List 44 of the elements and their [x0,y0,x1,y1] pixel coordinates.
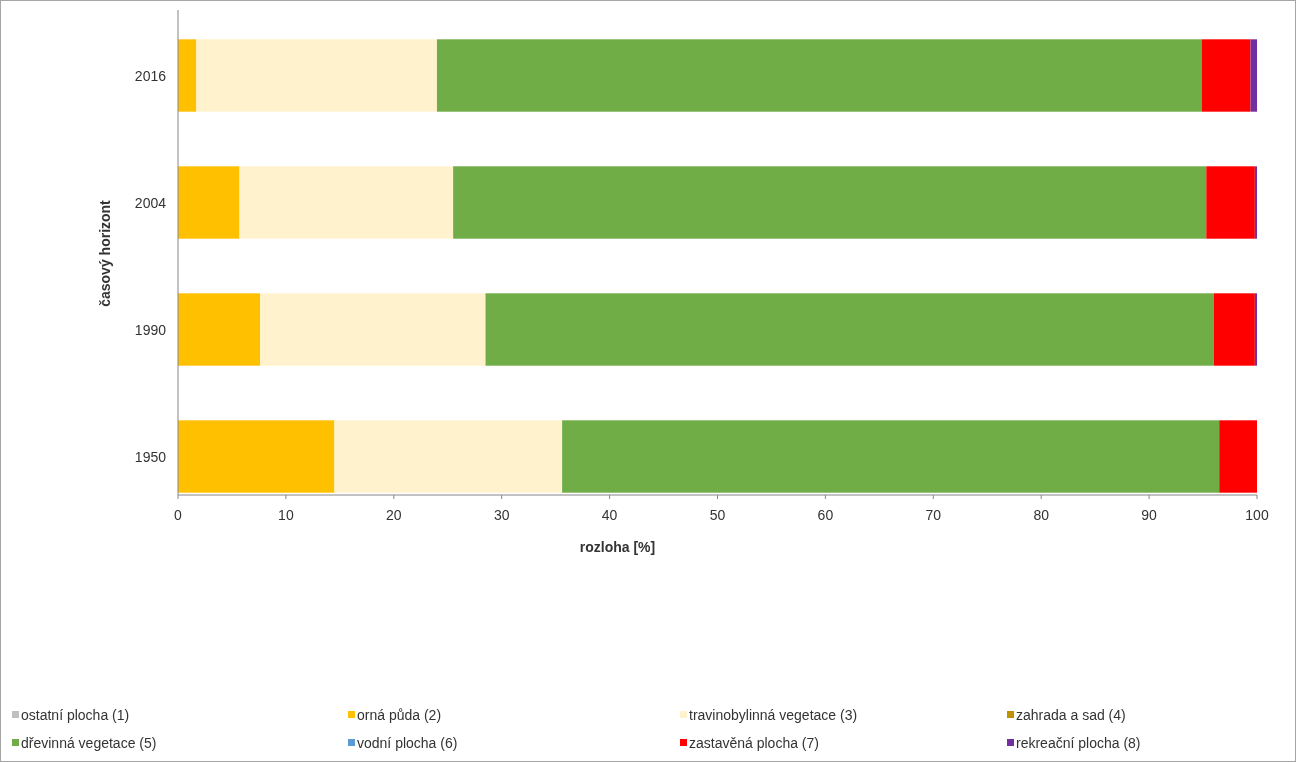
bar [1254,293,1257,366]
legend-label: rekreační plocha (8) [1016,735,1141,751]
legend-label: ostatní plocha (1) [21,707,130,723]
y-tick-label: 1990 [134,321,167,338]
x-tick-label: 50 [709,507,726,523]
bar [1213,293,1255,366]
x-tick-label: 30 [493,507,510,523]
x-tick-label: 0 [174,507,183,523]
bar [260,293,486,366]
bar [178,39,197,112]
x-axis-title: rozloha [%] [579,539,656,555]
bar [196,39,437,112]
legend-label: vodní plocha (6) [357,735,458,751]
x-tick-label: 90 [1141,507,1158,523]
bar [1201,39,1251,112]
legend-label: orná půda (2) [357,707,442,723]
x-tick-label: 20 [386,507,402,523]
bar [1254,166,1257,239]
bar [485,293,1214,366]
x-tick-label: 60 [817,507,834,523]
bar [1206,166,1255,239]
y-axis-title: časový horizont [97,199,113,307]
x-tick-label: 70 [925,507,942,523]
x-tick-label: 10 [278,507,294,523]
legend-label: travinobylinná vegetace (3) [689,707,858,723]
x-tick-label: 100 [1245,507,1269,523]
x-tick-label: 40 [601,507,618,523]
bar [436,39,1202,112]
bar [178,166,240,239]
bar [178,420,335,493]
legend-label: zahrada a sad (4) [1016,707,1126,723]
bar [1219,420,1257,493]
bar [1250,39,1257,112]
x-tick-label: 80 [1033,507,1050,523]
y-tick-label: 2004 [134,194,167,211]
legend-label: dřevinná vegetace (5) [21,735,157,751]
y-tick-label: 2016 [134,67,167,84]
bar [334,420,563,493]
bar [178,293,260,366]
bar [453,166,1207,239]
y-tick-label: 1950 [134,448,167,465]
bar [562,420,1220,493]
legend-label: zastavěná plocha (7) [689,735,819,751]
bar [239,166,454,239]
